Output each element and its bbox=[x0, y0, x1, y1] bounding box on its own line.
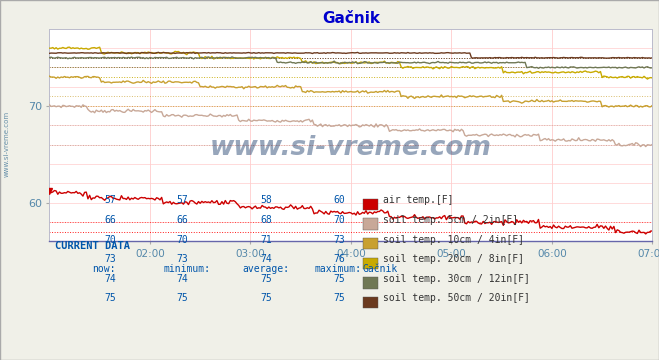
Text: 57: 57 bbox=[177, 195, 188, 206]
Bar bbox=[363, 219, 378, 230]
Text: 73: 73 bbox=[104, 254, 116, 264]
Text: 75: 75 bbox=[261, 293, 273, 303]
Bar bbox=[363, 257, 378, 269]
Text: air temp.[F]: air temp.[F] bbox=[383, 195, 453, 206]
Text: CURRENT DATA: CURRENT DATA bbox=[55, 242, 130, 251]
Text: 75: 75 bbox=[104, 293, 116, 303]
Text: soil temp. 50cm / 20in[F]: soil temp. 50cm / 20in[F] bbox=[383, 293, 530, 303]
Text: 70: 70 bbox=[177, 235, 188, 244]
Bar bbox=[363, 199, 378, 210]
Text: 60: 60 bbox=[333, 195, 345, 206]
Bar bbox=[363, 238, 378, 249]
Text: www.si-vreme.com: www.si-vreme.com bbox=[3, 111, 10, 177]
Text: soil temp. 30cm / 12in[F]: soil temp. 30cm / 12in[F] bbox=[383, 274, 530, 284]
Text: 75: 75 bbox=[333, 293, 345, 303]
Text: 70: 70 bbox=[104, 235, 116, 244]
Text: 74: 74 bbox=[177, 274, 188, 284]
Text: maximum:: maximum: bbox=[315, 265, 362, 274]
Text: 76: 76 bbox=[333, 254, 345, 264]
Text: Gačnik: Gačnik bbox=[363, 265, 398, 274]
Text: 66: 66 bbox=[177, 215, 188, 225]
Text: soil temp. 10cm / 4in[F]: soil temp. 10cm / 4in[F] bbox=[383, 235, 524, 244]
Text: 71: 71 bbox=[261, 235, 273, 244]
Text: 66: 66 bbox=[104, 215, 116, 225]
Text: 75: 75 bbox=[261, 274, 273, 284]
Text: soil temp. 20cm / 8in[F]: soil temp. 20cm / 8in[F] bbox=[383, 254, 524, 264]
Text: soil temp. 5cm / 2in[F]: soil temp. 5cm / 2in[F] bbox=[383, 215, 518, 225]
Text: 70: 70 bbox=[333, 215, 345, 225]
Bar bbox=[363, 277, 378, 289]
Text: minimum:: minimum: bbox=[164, 265, 211, 274]
Title: Gačnik: Gačnik bbox=[322, 11, 380, 26]
Text: average:: average: bbox=[243, 265, 289, 274]
Text: 74: 74 bbox=[261, 254, 273, 264]
Text: 73: 73 bbox=[333, 235, 345, 244]
Text: 57: 57 bbox=[104, 195, 116, 206]
Text: 73: 73 bbox=[177, 254, 188, 264]
Text: now:: now: bbox=[92, 265, 115, 274]
Text: 68: 68 bbox=[261, 215, 273, 225]
Text: 58: 58 bbox=[261, 195, 273, 206]
Text: 75: 75 bbox=[333, 274, 345, 284]
Text: 75: 75 bbox=[177, 293, 188, 303]
Bar bbox=[363, 297, 378, 308]
Text: 74: 74 bbox=[104, 274, 116, 284]
Text: www.si-vreme.com: www.si-vreme.com bbox=[210, 135, 492, 161]
